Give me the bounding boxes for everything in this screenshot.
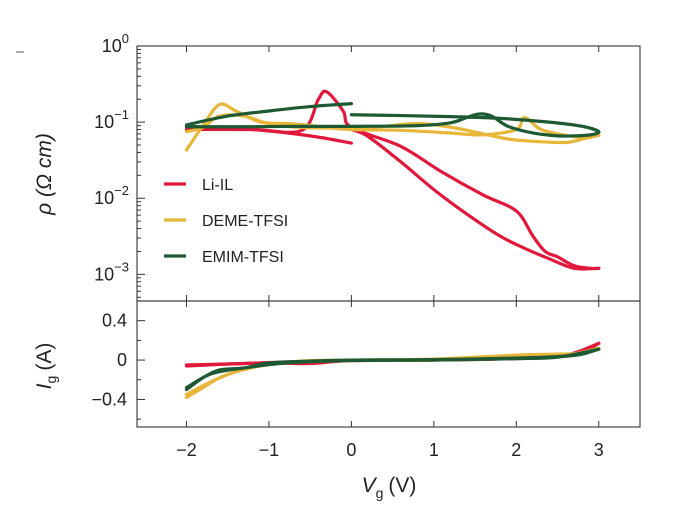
bottom-y-tick-label: −0.4: [91, 389, 127, 409]
resistivity-li-il-curve-2: [349, 127, 601, 271]
top-panel: 100 10−1 10−2 10−3 ρ (Ω cm) Li-IL DEME-TFSI…: [33, 31, 641, 302]
top-y-axis-title: ρ (Ω cm): [33, 133, 56, 216]
gate-current-deme-tfsi-curve-2: [184, 346, 601, 397]
bottom-x-ticks: −2 −1 0 1 2 3: [176, 301, 604, 460]
bottom-y-tick-label: 0.4: [102, 311, 127, 331]
top-y-ticks: 100 10−1 10−2 10−3: [94, 31, 145, 298]
x-tick-label: −1: [259, 440, 280, 460]
top-series: [184, 89, 601, 271]
bottom-panel: 0.4 0 −0.4 −2 −1 0 1 2 3 Ig(A) Vg (V): [33, 300, 641, 501]
bottom-plot-frame: [136, 300, 641, 428]
legend-label-emim-tfsi: EMIM-TFSI: [202, 249, 284, 266]
resistivity-emim-tfsi-curve-1: [184, 102, 353, 127]
legend-label-li-il: Li-IL: [202, 177, 233, 194]
bottom-y-tick-label: 0: [117, 350, 127, 370]
x-tick-label: 2: [511, 440, 521, 460]
resistivity-li-il-curve-1: [184, 89, 601, 271]
resistivity-emim-tfsi-curve-2: [184, 112, 601, 138]
x-tick-label: 1: [429, 440, 439, 460]
x-tick-label: 3: [594, 440, 604, 460]
bottom-series: [184, 341, 601, 400]
legend-label-deme-tfsi: DEME-TFSI: [202, 213, 288, 230]
top-y-tick-label: 10−3: [94, 259, 129, 284]
top-y-tick-label: 10−1: [94, 107, 129, 132]
top-y-tick-label: 100: [102, 31, 129, 56]
x-tick-label: −2: [176, 440, 197, 460]
top-x-ticks: [185, 46, 600, 301]
bottom-y-ticks: 0.4 0 −0.4: [91, 300, 145, 420]
bottom-y-axis-title: Ig(A): [33, 343, 59, 390]
resistivity-deme-tfsi-curve-1: [184, 102, 601, 152]
x-axis-title: Vg (V): [362, 474, 417, 501]
top-y-tick-label: 10−2: [94, 183, 129, 208]
gate-current-emim-tfsi-curve-2: [184, 347, 601, 390]
legend: Li-IL DEME-TFSI EMIM-TFSI: [164, 177, 288, 266]
x-tick-label: 0: [346, 440, 356, 460]
